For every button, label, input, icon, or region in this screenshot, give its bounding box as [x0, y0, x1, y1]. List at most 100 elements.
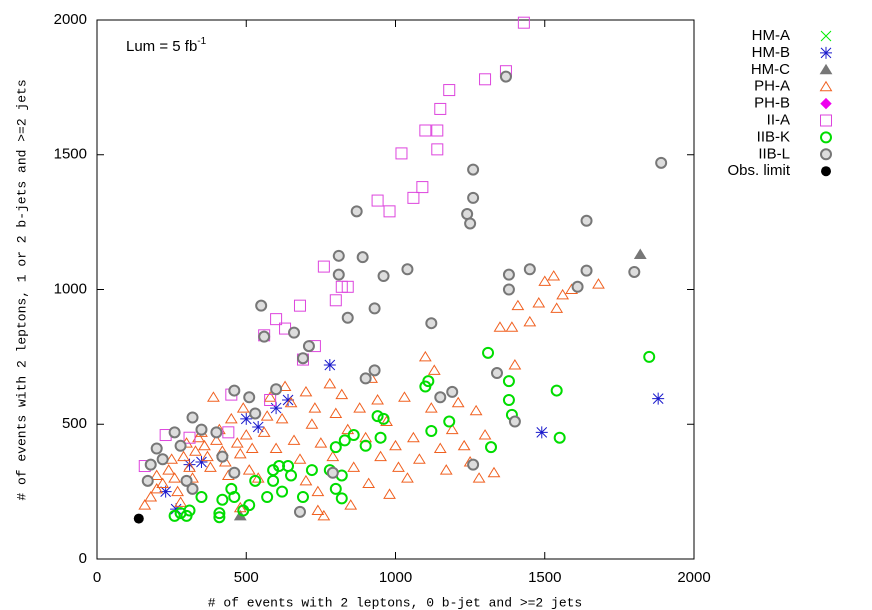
marker [278, 380, 292, 392]
marker [293, 453, 307, 464]
marker [170, 503, 183, 516]
marker [195, 491, 208, 504]
marker [359, 439, 372, 452]
marker [467, 191, 480, 204]
marker [224, 412, 238, 424]
x-tick-label: 500 [234, 569, 259, 586]
marker [335, 492, 348, 505]
marker [371, 410, 384, 423]
marker [305, 464, 318, 477]
marker [293, 299, 306, 312]
marker [156, 477, 170, 489]
marker [425, 424, 438, 437]
marker [416, 181, 429, 194]
marker [553, 431, 566, 444]
marker [195, 423, 208, 436]
marker [819, 80, 833, 92]
marker [287, 434, 301, 445]
marker [487, 466, 501, 478]
x-tick-label: 0 [93, 569, 101, 586]
marker [270, 383, 283, 396]
marker [138, 499, 152, 510]
marker [407, 431, 420, 443]
marker [252, 420, 265, 433]
marker [493, 321, 507, 332]
marker [329, 294, 342, 307]
marker [523, 315, 537, 327]
marker [469, 404, 483, 416]
marker [485, 441, 498, 454]
marker [464, 217, 477, 230]
marker [293, 505, 306, 518]
marker [347, 461, 361, 472]
marker [174, 439, 187, 452]
marker [490, 367, 503, 380]
marker [141, 474, 154, 487]
legend-label: PH-A [754, 78, 790, 95]
marker [820, 131, 832, 144]
marker [323, 358, 336, 371]
marker [571, 280, 584, 293]
legend-label: Obs. limit [727, 162, 790, 179]
marker [288, 326, 301, 339]
marker [508, 359, 522, 370]
marker [171, 485, 184, 497]
y-tick-label: 2000 [54, 11, 87, 28]
marker [353, 402, 367, 413]
marker [467, 163, 480, 176]
marker [820, 97, 832, 110]
marker [201, 450, 214, 462]
marker [368, 364, 381, 377]
marker [362, 477, 376, 489]
marker [398, 391, 411, 402]
marker [383, 205, 396, 218]
marker [228, 384, 241, 397]
marker [216, 493, 229, 506]
marker [233, 447, 247, 459]
marker [439, 464, 453, 475]
marker [820, 148, 832, 161]
marker [517, 16, 530, 29]
marker [213, 507, 226, 520]
marker [228, 466, 241, 479]
marker [380, 415, 393, 427]
marker [523, 263, 536, 276]
marker [317, 260, 330, 273]
marker [550, 302, 564, 313]
marker [502, 375, 515, 388]
marker [341, 280, 354, 293]
marker [383, 488, 396, 499]
marker [371, 394, 384, 405]
marker [258, 330, 271, 343]
marker [308, 402, 322, 413]
marker [242, 464, 256, 475]
marker [368, 302, 381, 315]
marker [284, 396, 298, 408]
marker [580, 214, 593, 227]
marker [479, 73, 492, 86]
marker [478, 429, 492, 440]
marker [407, 191, 420, 204]
marker [446, 385, 459, 398]
y-tick-label: 500 [62, 415, 87, 432]
x-tick-label: 2000 [677, 569, 710, 586]
marker [261, 491, 274, 504]
marker [580, 264, 593, 277]
marker [424, 402, 438, 413]
marker [296, 352, 309, 365]
marker [150, 482, 164, 494]
marker [198, 439, 211, 451]
marker [371, 194, 384, 207]
marker [276, 485, 289, 498]
marker [263, 391, 277, 402]
marker [374, 450, 387, 462]
marker [535, 426, 548, 439]
marker [207, 391, 220, 402]
marker [467, 458, 480, 471]
marker [511, 299, 525, 311]
marker [186, 411, 199, 424]
marker [392, 461, 405, 472]
marker [628, 265, 641, 278]
marker [326, 466, 339, 479]
marker [186, 482, 199, 495]
